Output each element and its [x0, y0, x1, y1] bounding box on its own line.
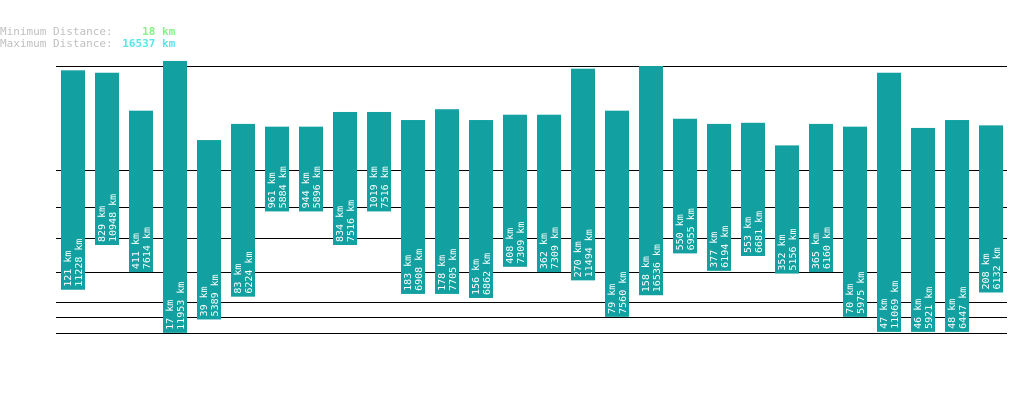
range-bar [639, 66, 663, 296]
range-bar [333, 111, 357, 246]
bar-near-label: 1019 km [369, 166, 380, 208]
bar-far-label: 5156 km [788, 228, 799, 270]
bar-far-label: 6908 km [414, 249, 425, 291]
bar-far-label: 11069 km [890, 281, 901, 329]
bar-far-label: 7614 km [142, 227, 153, 269]
bar-near-label: 156 km [471, 259, 482, 295]
minimum-distance-value: 18 km [142, 25, 176, 38]
bar-far-label: 7705 km [448, 249, 459, 291]
bar-far-label: 5975 km [856, 272, 867, 314]
bar-far-label: 6224 km [244, 252, 255, 294]
bar-far-label: 6160 km [822, 227, 833, 269]
bar-far-label: 5896 km [312, 166, 323, 208]
bar-far-label: 7560 km [618, 272, 629, 314]
range-bar [571, 68, 595, 281]
range-bar [367, 111, 391, 212]
bar-near-label: 365 km [811, 233, 822, 269]
bar-far-label: 6862 km [482, 253, 493, 295]
bar-near-label: 362 km [539, 233, 550, 269]
bar-near-label: 121 km [63, 251, 74, 287]
maximum-distance-value: 16537 km [122, 37, 176, 50]
range-bar [231, 123, 255, 297]
minimum-distance-row: Minimum Distance: 18 km [0, 25, 175, 38]
range-bar [401, 120, 425, 294]
bar-near-label: 79 km [607, 284, 618, 314]
bar-near-label: 46 km [913, 299, 924, 329]
bar-far-label: 11953 km [176, 282, 187, 330]
range-bar [979, 125, 1003, 293]
range-bar [673, 118, 697, 254]
range-bar [741, 122, 765, 256]
maximum-distance-label: Maximum Distance: [0, 37, 113, 50]
bar-near-label: 408 km [505, 228, 516, 264]
range-bar [299, 126, 323, 212]
range-bar [61, 70, 85, 290]
bar-far-label: 7309 km [516, 222, 527, 264]
bar-far-label: 6447 km [958, 287, 969, 329]
range-bar [605, 110, 629, 317]
bar-far-label: 5921 km [924, 287, 935, 329]
bar-far-label: 7309 km [550, 227, 561, 269]
bar-near-label: 961 km [267, 172, 278, 208]
bar-near-label: 208 km [981, 253, 992, 289]
bar-far-label: 5884 km [278, 166, 289, 208]
range-bar [809, 123, 833, 273]
bar-near-label: 47 km [879, 299, 890, 329]
bar-near-label: 553 km [743, 217, 754, 253]
range-bar [265, 126, 289, 212]
bar-near-label: 48 km [947, 299, 958, 329]
range-bar [707, 123, 731, 271]
range-bar [911, 127, 935, 332]
bar-far-label: 16536 km [652, 244, 663, 292]
bar-near-label: 270 km [573, 241, 584, 277]
bar-near-label: 834 km [335, 206, 346, 242]
range-bar [775, 145, 799, 274]
bar-far-label: 7516 km [346, 200, 357, 242]
range-bar [503, 114, 527, 267]
bar-far-label: 11228 km [74, 239, 85, 287]
range-bar [435, 109, 459, 294]
bar-near-label: 411 km [131, 233, 142, 269]
bar-near-label: 70 km [845, 284, 856, 314]
bar-far-label: 7516 km [380, 166, 391, 208]
minimum-distance-label: Minimum Distance: [0, 25, 113, 38]
bar-near-label: 550 km [675, 214, 686, 250]
range-bar [129, 110, 153, 273]
bar-far-label: 6194 km [720, 226, 731, 268]
bar-near-label: 39 km [199, 286, 210, 316]
bar-near-label: 183 km [403, 255, 414, 291]
bar-near-label: 352 km [777, 234, 788, 270]
range-bar [945, 120, 969, 332]
bar-far-label: 10948 km [108, 194, 119, 242]
bar-near-label: 377 km [709, 232, 720, 268]
bar-far-label: 6681 km [754, 211, 765, 253]
bar-near-label: 83 km [233, 264, 244, 294]
range-bar [537, 114, 561, 273]
range-bar [877, 72, 901, 332]
maximum-distance-row: Maximum Distance: 16537 km [0, 37, 175, 50]
bar-near-label: 17 km [165, 300, 176, 330]
bar-far-label: 11494 km [584, 229, 595, 277]
range-bar [197, 140, 221, 320]
range-bar [95, 72, 119, 246]
bar-far-label: 6955 km [686, 208, 697, 250]
range-bar [469, 120, 493, 298]
bar-near-label: 158 km [641, 256, 652, 292]
bar-near-label: 178 km [437, 255, 448, 291]
bar-far-label: 5389 km [210, 274, 221, 316]
range-bar [163, 60, 187, 333]
range-bar [843, 126, 867, 317]
bar-near-label: 944 km [301, 172, 312, 208]
bar-near-label: 829 km [97, 206, 108, 242]
bar-far-label: 6132 km [992, 247, 1003, 289]
